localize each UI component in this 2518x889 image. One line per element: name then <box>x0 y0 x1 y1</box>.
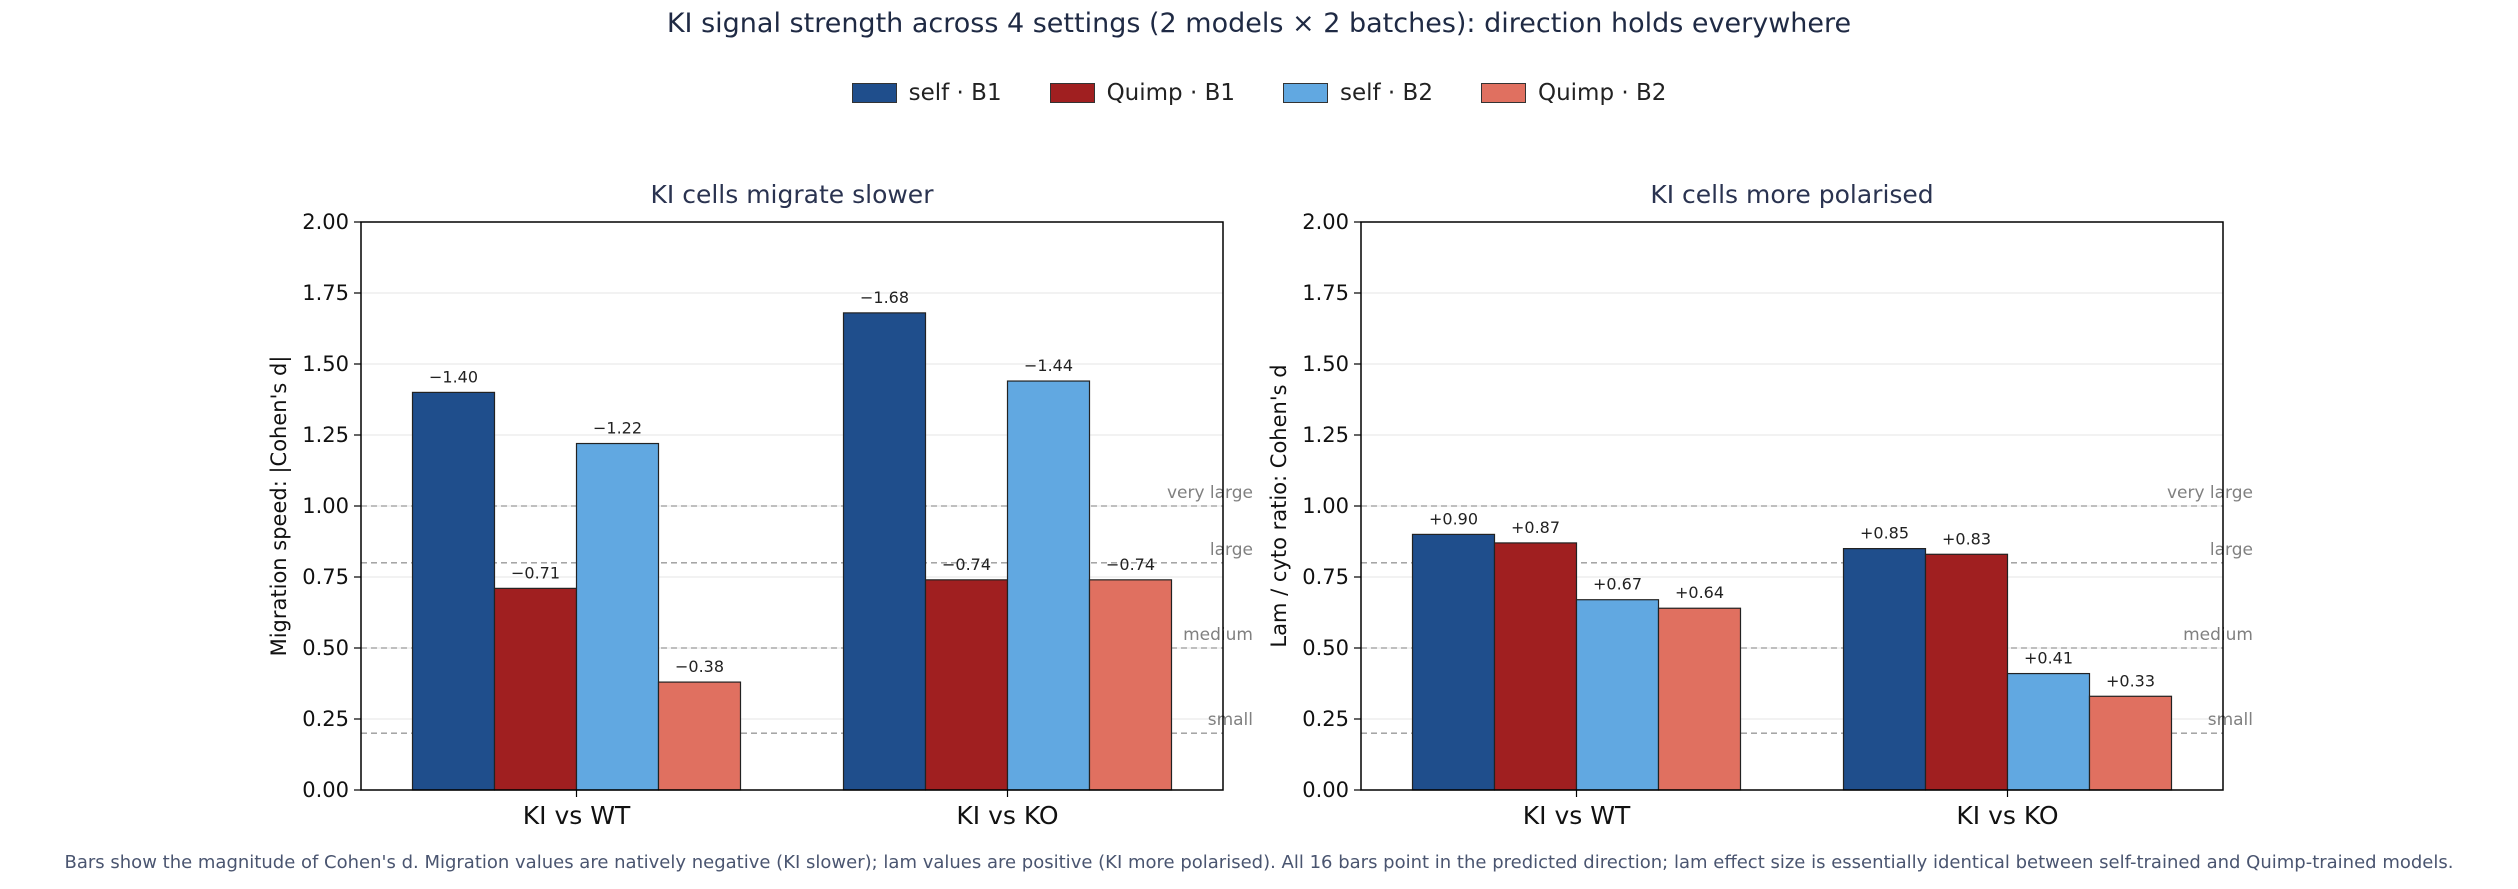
plot-frame <box>1360 221 2224 791</box>
bar-value-label: +0.85 <box>1860 524 1909 543</box>
legend-label: Quimp · B1 <box>1106 80 1235 106</box>
y-tick-label: 0.25 <box>302 707 349 731</box>
bar <box>1924 553 2009 791</box>
y-tick-label: 0.75 <box>1302 565 1349 589</box>
bar <box>1657 607 1742 791</box>
panel-title: KI cells more polarised <box>1650 180 1933 209</box>
footnote: Bars show the magnitude of Cohen's d. Mi… <box>64 852 2454 873</box>
bar-value-label: +0.83 <box>1942 529 1991 548</box>
bar <box>924 579 1009 791</box>
bar-value-label: +0.67 <box>1593 575 1642 594</box>
y-axis-label: Migration speed: |Cohen's d| <box>267 356 292 657</box>
legend-item-self-b2: self · B2 <box>1283 80 1433 106</box>
y-tick-label: 1.00 <box>1302 494 1349 518</box>
legend-label: self · B1 <box>908 80 1002 106</box>
bar-value-label: −0.74 <box>942 555 991 574</box>
bar-value-label: +0.87 <box>1511 518 1560 537</box>
threshold-label: small <box>2208 710 2253 730</box>
y-tick-label: 0.00 <box>1302 778 1349 802</box>
y-tick-label: 2.00 <box>302 210 349 234</box>
bar <box>1493 542 1578 791</box>
y-tick-label: 0.25 <box>1302 707 1349 731</box>
threshold-label: large <box>1210 540 1253 560</box>
legend-label: Quimp · B2 <box>1537 80 1667 106</box>
legend-item-quimp-b2: Quimp · B2 <box>1480 80 1667 106</box>
legend-swatch <box>1049 83 1095 103</box>
y-tick-label: 1.75 <box>302 281 349 305</box>
bar-value-label: −0.38 <box>675 657 724 676</box>
bar <box>575 442 660 791</box>
bar <box>842 312 927 791</box>
y-tick-label: 1.25 <box>1302 423 1349 447</box>
y-tick-label: 1.50 <box>302 352 349 376</box>
bar <box>657 681 742 791</box>
y-tick-label: 0.50 <box>1302 636 1349 660</box>
bar-value-label: −1.22 <box>593 419 642 438</box>
bar <box>1842 547 1927 791</box>
threshold-label: small <box>1208 710 1253 730</box>
legend-swatch <box>851 83 897 103</box>
bar-value-label: −1.40 <box>429 367 478 386</box>
figure-title: KI signal strength across 4 settings (2 … <box>666 8 1852 39</box>
legend-item-self-b1: self · B1 <box>851 80 1002 106</box>
threshold-label: very large <box>2167 483 2253 503</box>
bar <box>2088 695 2173 791</box>
y-tick-label: 0.50 <box>302 636 349 660</box>
bar-value-label: −0.74 <box>1106 555 1155 574</box>
legend-label: self · B2 <box>1340 80 1433 106</box>
bar-value-label: −1.44 <box>1024 356 1073 375</box>
x-category-label: KI vs WT <box>523 801 631 830</box>
x-category-label: KI vs KO <box>956 801 1058 830</box>
y-axis-label: Lam / cyto ratio: Cohen's d <box>1267 364 1291 647</box>
panel-title: KI cells migrate slower <box>651 180 935 209</box>
bar-value-label: +0.33 <box>2106 671 2155 690</box>
y-tick-label: 0.75 <box>302 565 349 589</box>
bar-value-label: +0.41 <box>2024 649 2073 668</box>
legend: self · B1 Quimp · B1 self · B2 Quimp · B… <box>0 80 2518 106</box>
plot-frame <box>360 221 1224 791</box>
bar-value-label: −0.71 <box>511 563 560 582</box>
bar <box>1411 533 1496 791</box>
bar <box>1006 380 1091 791</box>
bar <box>1575 599 1660 791</box>
chart-panel-1: 0.00 0.25 0.50 0.75 1.00 1.25 1.50 1.75 2.00 smal… <box>267 180 1253 830</box>
bar <box>411 391 496 791</box>
y-tick-label: 0.00 <box>302 778 349 802</box>
y-tick-label: 1.25 <box>302 423 349 447</box>
bar <box>493 587 578 791</box>
bar-value-label: +0.90 <box>1429 509 1478 528</box>
bar-value-label: −1.68 <box>860 288 909 307</box>
legend-item-quimp-b1: Quimp · B1 <box>1049 80 1235 106</box>
bar <box>2006 672 2091 791</box>
threshold-label: medium <box>2183 625 2253 645</box>
chart-panel-2: 0.00 0.25 0.50 0.75 1.00 1.25 1.50 1.75 2.00 smal… <box>1267 180 2253 830</box>
threshold-label: medium <box>1183 625 1253 645</box>
y-tick-label: 1.50 <box>1302 352 1349 376</box>
threshold-label: very large <box>1167 483 1253 503</box>
threshold-label: large <box>2210 540 2253 560</box>
legend-swatch <box>1283 83 1328 103</box>
y-tick-label: 1.00 <box>302 494 349 518</box>
y-tick-label: 2.00 <box>1302 210 1349 234</box>
y-tick-label: 1.75 <box>1302 281 1349 305</box>
x-category-label: KI vs WT <box>1523 801 1631 830</box>
bar-value-label: +0.64 <box>1675 583 1724 602</box>
legend-swatch <box>1480 83 1526 103</box>
bar <box>1088 579 1173 791</box>
x-category-label: KI vs KO <box>1956 801 2058 830</box>
